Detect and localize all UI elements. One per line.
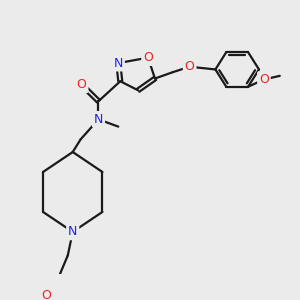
Text: N: N [94,113,103,126]
Text: O: O [185,60,195,73]
Text: N: N [68,225,77,239]
Text: N: N [114,57,123,70]
Text: O: O [143,51,153,64]
Text: O: O [77,78,87,92]
Text: O: O [259,73,269,86]
Text: O: O [41,289,51,300]
